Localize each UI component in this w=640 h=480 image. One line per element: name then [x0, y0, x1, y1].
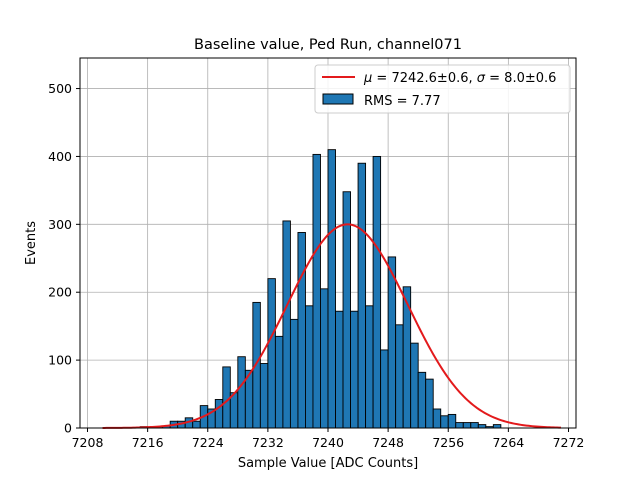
histogram-bar: [350, 310, 359, 429]
legend: μ = 7242.6±0.6, σ = 8.0±0.6 RMS = 7.77: [314, 64, 571, 114]
histogram-bar: [320, 288, 329, 429]
gaussian-fit-curve: [102, 223, 561, 429]
histogram-bar: [380, 349, 389, 429]
histogram-bars: [139, 149, 502, 429]
legend-mu-value: = 7242.6±0.6,: [372, 71, 476, 86]
histogram-bar: [305, 305, 314, 429]
histogram-bar: [372, 155, 382, 429]
histogram-bar: [477, 424, 487, 429]
x-tick-label: 7240: [312, 435, 344, 450]
y-tick-label: 200: [48, 285, 72, 300]
x-tick-label: 7248: [372, 435, 404, 450]
y-tick-label: 400: [48, 149, 72, 164]
histogram-bar: [267, 278, 276, 429]
legend-sigma-value: = 8.0±0.6: [485, 71, 556, 86]
histogram-bar: [357, 162, 367, 429]
y-tick-label: 300: [48, 217, 72, 232]
x-axis-label: Sample Value [ADC Counts]: [238, 456, 418, 471]
chart-title: Baseline value, Ped Run, channel071: [194, 37, 462, 53]
legend-histogram-swatch: [322, 93, 354, 105]
legend-box: [314, 64, 571, 114]
y-tick-label: 500: [48, 81, 72, 96]
histogram-bar: [327, 149, 336, 429]
histogram-bar: [447, 413, 457, 429]
y-tick-label: 0: [64, 421, 72, 436]
x-tick-label: 7224: [192, 435, 224, 450]
y-axis-ticks: 0 100 200 300 400 500: [48, 81, 80, 436]
x-tick-label: 7216: [132, 435, 164, 450]
histogram-bar: [425, 378, 434, 429]
x-tick-label: 7256: [432, 435, 464, 450]
x-tick-label: 7208: [72, 435, 104, 450]
legend-mu-symbol: μ: [363, 71, 372, 86]
histogram-bar: [417, 371, 427, 429]
histogram-bar: [274, 335, 284, 429]
histogram-bar: [229, 392, 239, 429]
histogram-bar: [462, 422, 472, 429]
legend-fit-label: μ = 7242.6±0.6, σ = 8.0±0.6: [363, 71, 556, 86]
histogram-bar: [192, 420, 201, 429]
histogram-bar: [282, 220, 291, 429]
x-tick-label: 7232: [252, 435, 284, 450]
histogram-bar: [252, 301, 261, 429]
histogram-bar: [365, 305, 374, 429]
histogram-bar: [395, 324, 404, 429]
histogram-bar: [214, 399, 224, 429]
histogram-bar: [289, 318, 299, 429]
histogram-bar: [455, 422, 464, 429]
histogram-bar: [297, 232, 306, 429]
y-axis-label: Events: [24, 221, 39, 265]
legend-sigma-symbol: σ: [477, 71, 486, 86]
histogram-bar: [312, 153, 321, 429]
histogram-bar: [335, 310, 344, 429]
legend-histogram-label: RMS = 7.77: [364, 94, 441, 109]
x-tick-label: 7264: [492, 435, 524, 450]
histogram-bar: [387, 256, 397, 429]
histogram-bar: [432, 408, 442, 429]
histogram-bar: [492, 424, 502, 429]
x-axis-ticks: 7208 7216 7224 7232 7240 7248 7256 7264 7272: [72, 428, 585, 450]
y-tick-label: 100: [48, 353, 72, 368]
histogram-bar: [237, 356, 246, 429]
histogram-bar: [470, 422, 479, 429]
histogram-bar: [440, 415, 449, 429]
x-tick-label: 7272: [553, 435, 585, 450]
histogram-bar: [259, 363, 269, 429]
histogram-bar: [410, 342, 419, 429]
histogram-bar: [342, 191, 351, 429]
